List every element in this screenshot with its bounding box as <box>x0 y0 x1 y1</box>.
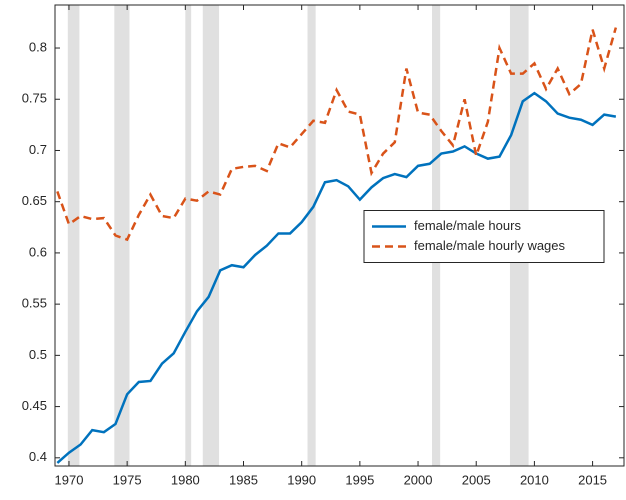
x-tick-label: 2000 <box>404 472 433 487</box>
y-tick-label: 0.4 <box>29 449 47 464</box>
y-tick-label: 0.55 <box>22 296 47 311</box>
x-tick-label: 1980 <box>171 472 200 487</box>
x-tick-label: 1995 <box>345 472 374 487</box>
legend-label: female/male hours <box>414 218 521 233</box>
data-line <box>56 91 617 464</box>
recession-band <box>114 5 130 466</box>
x-tick-label: 2010 <box>520 472 549 487</box>
x-tick-label: 2015 <box>578 472 607 487</box>
x-tick-label: 1990 <box>287 472 316 487</box>
legend-box <box>363 210 605 263</box>
legend-label: female/male hourly wages <box>414 238 566 253</box>
y-tick-label: 0.8 <box>29 39 47 54</box>
y-tick-label: 0.5 <box>29 347 47 362</box>
x-tick-label: 1985 <box>229 472 258 487</box>
recession-band <box>202 5 220 466</box>
data-line <box>56 27 618 242</box>
y-tick-label: 0.6 <box>29 244 47 259</box>
x-tick-label: 1975 <box>113 472 142 487</box>
y-tick-label: 0.7 <box>29 142 47 157</box>
y-tick-label: 0.65 <box>22 193 47 208</box>
y-tick-label: 0.75 <box>22 91 47 106</box>
recession-band <box>67 5 80 466</box>
recession-band <box>185 5 192 466</box>
x-tick-label: 2005 <box>462 472 491 487</box>
y-tick-label: 0.45 <box>22 398 47 413</box>
plot-frame <box>54 4 625 467</box>
x-tick-label: 1970 <box>55 472 84 487</box>
recession-band <box>307 5 316 466</box>
legend: female/male hours female/male hourly wage… <box>363 210 605 263</box>
